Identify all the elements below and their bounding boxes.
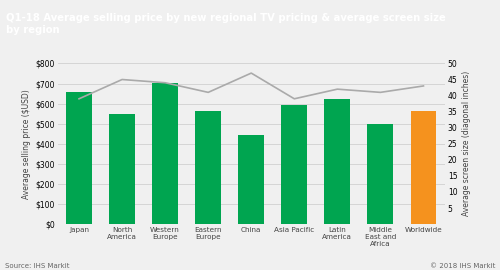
Bar <box>238 135 264 224</box>
Bar <box>109 114 135 224</box>
Text: © 2018 IHS Markit: © 2018 IHS Markit <box>430 263 495 269</box>
Bar <box>410 111 436 224</box>
Bar <box>282 104 307 224</box>
Text: Q1-18 Average selling price by new regional TV pricing & average screen size
by : Q1-18 Average selling price by new regio… <box>6 13 446 35</box>
Bar <box>66 92 92 224</box>
Bar <box>152 83 178 224</box>
Bar <box>368 124 394 224</box>
Y-axis label: Average screen size (diagonal inches): Average screen size (diagonal inches) <box>462 71 470 216</box>
Bar <box>196 111 221 224</box>
Bar <box>324 99 350 224</box>
Y-axis label: Average selling price ($USD): Average selling price ($USD) <box>22 89 31 199</box>
Text: Source: IHS Markit: Source: IHS Markit <box>5 263 70 269</box>
